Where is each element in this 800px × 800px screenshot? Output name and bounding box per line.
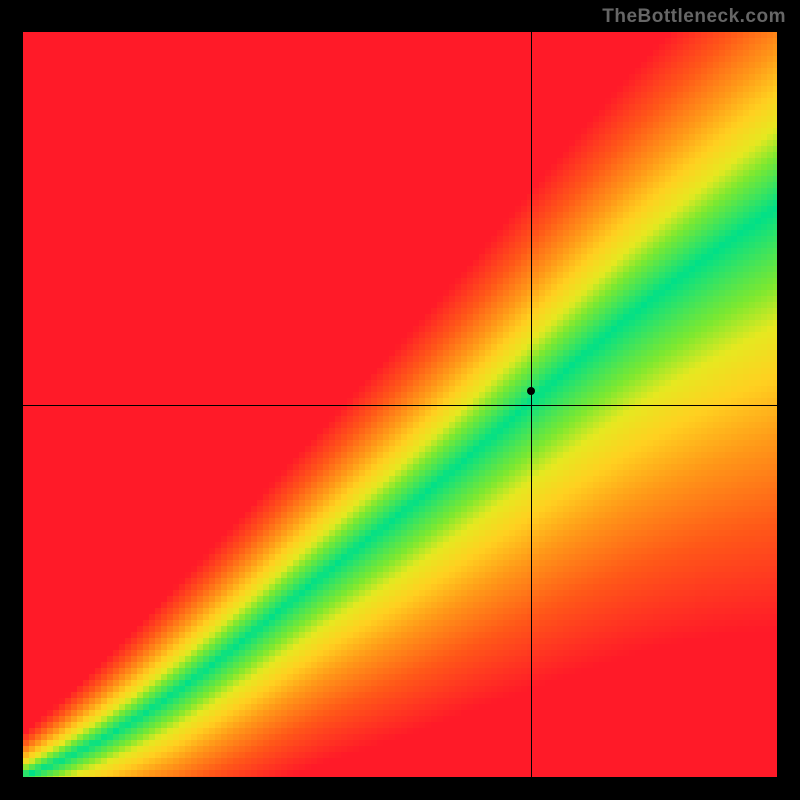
heatmap-canvas	[23, 32, 777, 777]
plot-area	[23, 32, 777, 777]
chart-container: TheBottleneck.com	[0, 0, 800, 800]
watermark-text: TheBottleneck.com	[602, 6, 786, 28]
